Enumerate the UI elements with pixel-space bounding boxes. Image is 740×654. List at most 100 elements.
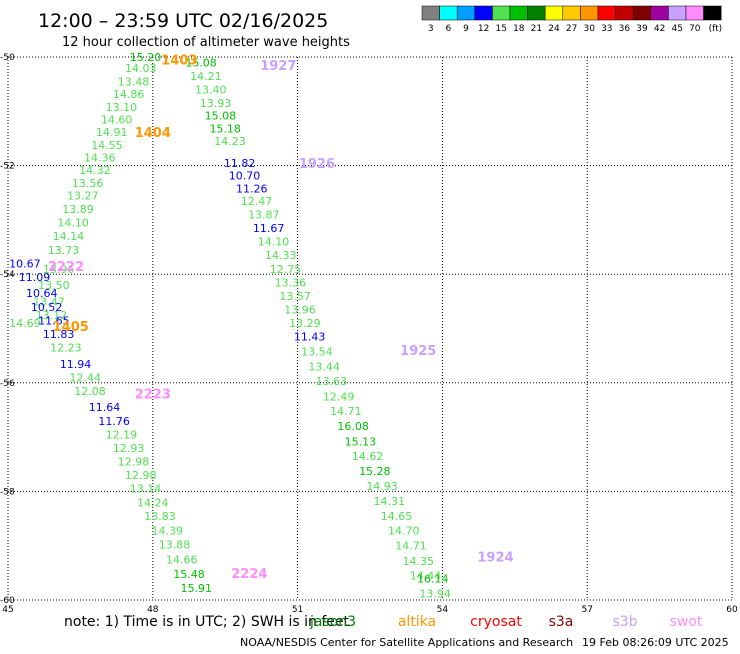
color-scale-label: 12 [478,24,489,34]
color-scale-label: 18 [513,24,525,34]
swh-data-label: 14.44 [410,570,442,583]
chart-title: 12:00 – 23:59 UTC 02/16/2025 [38,10,328,32]
swh-data-label: 14.23 [214,135,246,148]
swh-data-label: 13.96 [284,303,316,316]
chart-subtitle: 12 hour collection of altimeter wave hei… [62,35,350,50]
swh-data-label: 12.98 [118,456,150,469]
swh-data-label: 13.93 [200,97,232,110]
swh-data-label: 15.28 [359,465,391,478]
color-scale-label: (ft) [709,24,723,34]
pass-number-label: 2222 [48,260,84,275]
footer-credit: NOAA/NESDIS Center for Satellite Applica… [240,636,573,649]
pass-number-label: 2223 [135,388,171,403]
swh-data-label: 14.10 [57,217,89,230]
pass-number-label: 1405 [53,320,89,335]
pass-number-label: 1404 [135,126,171,141]
color-scale-label: 70 [689,24,701,34]
swh-data-label: 13.14 [130,483,162,496]
swh-data-label: 16.08 [337,420,369,433]
satellite-legend-cryosat: cryosat [470,614,522,630]
color-swatch [509,5,528,21]
swh-data-label: 14.33 [265,249,297,262]
swh-data-label: 14.39 [152,524,184,537]
swh-data-label: 11.09 [19,271,51,284]
color-scale-label: 36 [619,24,631,34]
color-swatch [615,5,634,21]
color-scale-label: 3 [428,24,434,34]
satellite-legend-jason3: jason3 [309,614,356,630]
swh-data-label: 14.36 [84,151,116,164]
swh-data-label: 12.23 [50,342,82,355]
swh-data-label: 14.10 [258,236,290,249]
color-scale-label: 42 [654,24,665,34]
swh-data-label: 14.60 [101,113,133,126]
swh-data-label: 14.71 [395,540,427,553]
y-tick-label: -56 [0,379,15,389]
swh-data-label: 13.83 [144,510,176,523]
pass-number-label: 1925 [400,344,436,359]
color-swatch [439,5,458,21]
swh-data-label: 12.44 [69,371,101,384]
swh-data-label: 13.48 [118,75,150,88]
swh-data-label: 15.08 [185,56,217,69]
color-scale-label: 9 [463,24,469,34]
satellite-legend-altika: altika [398,614,436,630]
swh-data-label: 13.29 [289,317,321,330]
y-tick-label: -52 [0,162,15,172]
swh-data-label: 13.57 [279,290,311,303]
color-scale-label: 6 [446,24,452,34]
y-tick-label: -54 [0,270,15,280]
swh-data-label: 13.73 [48,244,80,257]
swh-data-label: 13.94 [419,587,451,600]
pass-number-label: 1924 [477,551,513,566]
swh-data-label: 12.93 [113,442,145,455]
swh-data-label: 14.91 [96,126,128,139]
swh-data-label: 11.76 [98,415,130,428]
swh-data-label: 14.69 [9,317,41,330]
swh-data-label: 14.14 [53,230,85,243]
swh-data-label: 13.89 [62,203,94,216]
plot-area: 45 48 51 54 57 60 -50 -52 -54 -56 -58 -60 15.2014.03… [0,51,738,615]
color-swatch [421,5,440,21]
swh-data-label: 13.47 [33,295,65,308]
color-swatch [492,5,511,21]
swh-data-label: 10.67 [9,257,41,270]
satellite-legend-swot: swot [670,614,703,630]
swh-data-label: 11.65 [38,314,70,327]
swh-data-label: 11.83 [43,328,75,341]
satellite-legend-s3b: s3b [612,614,637,630]
satellite-legend-s3a: s3a [549,614,574,630]
color-scale-label: 15 [495,24,506,34]
footer-timestamp: 19 Feb 08:26:09 UTC 2025 [582,636,729,649]
swh-data-label: 11.26 [236,182,268,195]
color-swatch [703,5,722,21]
color-scale-label: 30 [583,24,595,34]
swh-data-label: 10.64 [26,287,58,300]
swh-data-label: 13.54 [301,345,333,358]
swh-data-label: 14.93 [366,480,398,493]
x-tick-label: 60 [726,605,738,615]
swh-data-label: 15.18 [209,123,241,136]
pass-number-label: 2224 [231,567,267,582]
satellite-legend: jason3 altika cryosat s3a s3b swot [309,614,703,630]
swh-data-label: 14.31 [374,495,406,508]
color-swatch [527,5,546,21]
swh-data-label: 13.27 [67,189,99,202]
x-tick-label: 45 [2,605,13,615]
swh-data-label: 11.67 [253,222,285,235]
swh-data-label: 15.91 [180,582,212,595]
color-swatch [456,5,476,21]
color-scale-label: 33 [601,24,612,34]
swh-data-label: 12.47 [241,195,273,208]
color-swatch [562,5,581,21]
x-tick-label: 51 [292,605,303,615]
swh-data-label: 11.43 [294,331,326,344]
swh-data-label: 11.64 [89,401,121,414]
swh-data-label: 12.08 [74,385,106,398]
swh-data-label: 10.52 [31,301,63,314]
color-swatch [685,5,704,21]
swh-data-label: 13.12 [36,309,68,322]
y-tick-label: -50 [0,53,15,63]
color-scale-label: 21 [531,24,542,34]
